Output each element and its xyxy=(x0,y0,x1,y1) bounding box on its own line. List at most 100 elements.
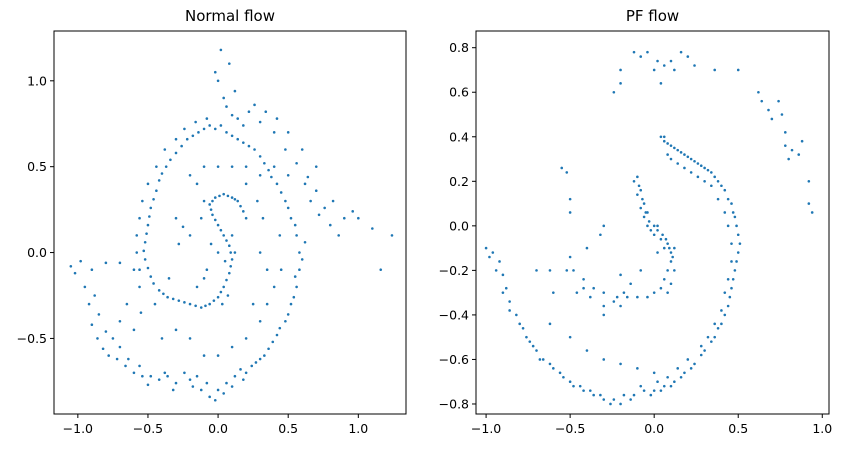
scatter-point xyxy=(641,197,644,201)
scatter-point xyxy=(787,157,790,161)
scatter-point xyxy=(228,244,231,247)
scatter-point xyxy=(642,202,646,205)
scatter-point xyxy=(101,347,105,351)
scatter-point xyxy=(726,197,730,201)
scatter-point xyxy=(716,180,720,183)
scatter-point xyxy=(676,162,680,165)
scatter-point xyxy=(317,213,321,217)
scatter-point xyxy=(622,393,626,397)
scatter-point xyxy=(219,124,223,127)
scatter-point xyxy=(208,124,211,127)
scatter-point xyxy=(164,165,168,168)
scatter-point xyxy=(139,311,143,314)
scatter-point xyxy=(199,388,203,392)
scatter-point xyxy=(258,173,262,177)
scatter-point xyxy=(488,255,491,259)
scatter-point xyxy=(619,68,622,72)
scatter-point xyxy=(602,398,606,401)
scatter-point xyxy=(622,291,626,294)
scatter-point xyxy=(525,335,528,339)
scatter-point xyxy=(713,335,716,339)
scatter-point xyxy=(666,375,669,379)
scatter-point xyxy=(295,285,298,289)
scatter-point xyxy=(300,148,304,151)
scatter-point xyxy=(155,165,158,168)
scatter-point xyxy=(632,50,636,54)
scatter-point xyxy=(538,358,542,361)
scatter-point xyxy=(183,127,186,131)
scatter-point xyxy=(213,398,217,402)
scatter-point xyxy=(723,188,727,192)
scatter-point xyxy=(668,246,671,250)
scatter-point xyxy=(216,79,220,83)
scatter-point xyxy=(202,277,206,280)
scatter-point xyxy=(230,134,234,138)
scatter-point xyxy=(730,286,733,290)
scatter-point xyxy=(662,64,666,67)
scatter-point xyxy=(713,68,716,72)
scatter-point xyxy=(163,148,167,151)
scatter-point xyxy=(656,251,659,254)
scatter-point xyxy=(177,242,181,246)
scatter-point xyxy=(239,368,242,371)
scatter-point xyxy=(770,117,774,121)
scatter-point xyxy=(149,275,153,278)
y-tick-label: 0.0 xyxy=(27,245,47,260)
scatter-point xyxy=(646,50,649,54)
scatter-point xyxy=(531,344,535,348)
scatter-point xyxy=(213,127,217,131)
normal-flow-panel: Normal flow −1.0 −0.5 0.0 0.5 1.0 −0.5 0.0 0.5 1.… xyxy=(17,7,407,436)
scatter-point xyxy=(278,326,282,330)
scatter-point xyxy=(498,260,501,263)
scatter-point xyxy=(213,218,217,222)
scatter-point xyxy=(188,302,192,306)
scatter-point xyxy=(585,246,589,250)
scatter-point xyxy=(188,234,192,237)
chart-title: Normal flow xyxy=(185,7,275,25)
scatter-point xyxy=(267,168,270,172)
scatter-point xyxy=(171,297,175,301)
scatter-point xyxy=(211,213,214,217)
scatter-point xyxy=(656,224,659,228)
scatter-point xyxy=(541,358,545,361)
scatter-point xyxy=(138,285,141,289)
scatter-point xyxy=(153,302,157,306)
scatter-point xyxy=(572,384,575,388)
scatter-point xyxy=(585,349,589,352)
scatter-point xyxy=(738,242,742,245)
scatter-point xyxy=(673,246,676,250)
scatter-point xyxy=(589,295,592,299)
scatter-point xyxy=(713,175,716,179)
scatter-point xyxy=(656,380,659,384)
scatter-point xyxy=(169,158,172,162)
scatter-point xyxy=(666,242,669,245)
scatter-point xyxy=(183,371,186,375)
scatter-point xyxy=(157,289,161,292)
scatter-point xyxy=(666,291,669,294)
scatter-point xyxy=(560,166,564,170)
scatter-point xyxy=(275,117,279,120)
scatter-point xyxy=(279,268,283,272)
scatter-point xyxy=(568,211,572,214)
scatter-point xyxy=(270,175,273,179)
scatter-point xyxy=(686,358,690,361)
scatter-point xyxy=(293,275,297,278)
scatter-point xyxy=(292,295,296,299)
scatter-point xyxy=(689,171,693,174)
scatter-points xyxy=(69,48,394,402)
scatter-point xyxy=(666,153,669,156)
scatter-point xyxy=(726,304,730,308)
scatter-point xyxy=(602,304,606,308)
scatter-point xyxy=(646,224,649,228)
scatter-point xyxy=(205,268,209,272)
scatter-point xyxy=(669,384,673,388)
scatter-point xyxy=(230,345,234,349)
scatter-point xyxy=(230,385,234,388)
scatter-point xyxy=(251,302,255,306)
scatter-point xyxy=(286,173,290,177)
scatter-point xyxy=(216,354,220,357)
scatter-point xyxy=(209,242,213,246)
y-tick-label: −0.2 xyxy=(439,263,469,278)
scatter-point xyxy=(637,184,641,188)
scatter-point xyxy=(208,395,211,399)
